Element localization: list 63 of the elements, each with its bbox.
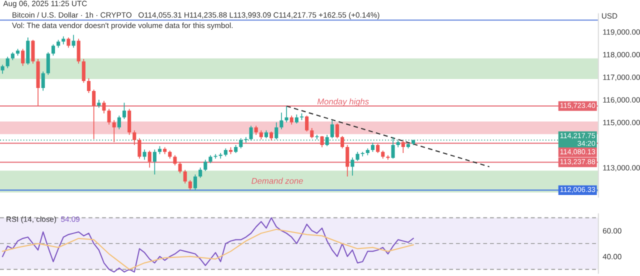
line-series (2, 217, 414, 273)
candlestick (346, 144, 350, 177)
candlestick (46, 52, 50, 76)
candlestick (254, 125, 258, 136)
candlestick (86, 78, 91, 94)
candlestick (188, 180, 192, 190)
candlestick (204, 159, 208, 172)
candlestick (51, 44, 56, 56)
candlestick (376, 143, 380, 154)
candlestick (320, 136, 324, 148)
candlestick (26, 37, 30, 66)
candlestick (305, 115, 309, 132)
candlestick (0, 64, 4, 74)
candlestick (193, 174, 198, 191)
candlestick (340, 136, 344, 149)
candlestick (335, 123, 340, 139)
candlestick (102, 100, 106, 114)
candlestick (138, 138, 142, 160)
candlestick (92, 89, 96, 140)
candlestick (310, 128, 314, 139)
candlestick (290, 115, 294, 126)
candlestick (41, 71, 45, 92)
candlestick (107, 108, 111, 126)
candlestick (350, 157, 354, 176)
candlestick (284, 106, 288, 123)
candlestick (401, 140, 405, 154)
candlestick (370, 142, 375, 152)
candlestick (294, 114, 298, 124)
candlestick (128, 108, 132, 136)
candlestick (117, 115, 121, 130)
candlestick (239, 138, 243, 149)
candlestick (391, 136, 395, 160)
candlestick (325, 134, 329, 147)
candlestick (132, 130, 136, 146)
candlestick (148, 150, 152, 168)
candlestick (178, 162, 182, 174)
candlestick (214, 154, 218, 160)
candlestick (6, 56, 10, 69)
candlestick (270, 131, 274, 141)
line-series (2, 228, 414, 270)
candlestick (356, 151, 360, 162)
candlestick (280, 112, 284, 130)
candlestick (360, 151, 364, 157)
candlestick (72, 34, 76, 48)
candlestick (330, 120, 334, 139)
candlestick (198, 167, 202, 178)
candlestick (274, 122, 278, 140)
candlestick (183, 169, 187, 184)
candlestick (142, 149, 146, 160)
candlestick (259, 130, 263, 140)
candlestick (31, 39, 35, 64)
candlestick (173, 154, 177, 166)
candlestick (82, 58, 86, 84)
candlestick (122, 102, 126, 120)
candlestick (76, 38, 80, 64)
candlestick (66, 37, 70, 48)
candlestick (249, 125, 253, 141)
candlestick (21, 48, 25, 66)
band-label: Demand zone (252, 178, 303, 184)
annotation: Monday highs (317, 98, 369, 106)
candlestick (112, 120, 116, 143)
candlestick (244, 136, 248, 144)
candlestick (152, 149, 156, 175)
